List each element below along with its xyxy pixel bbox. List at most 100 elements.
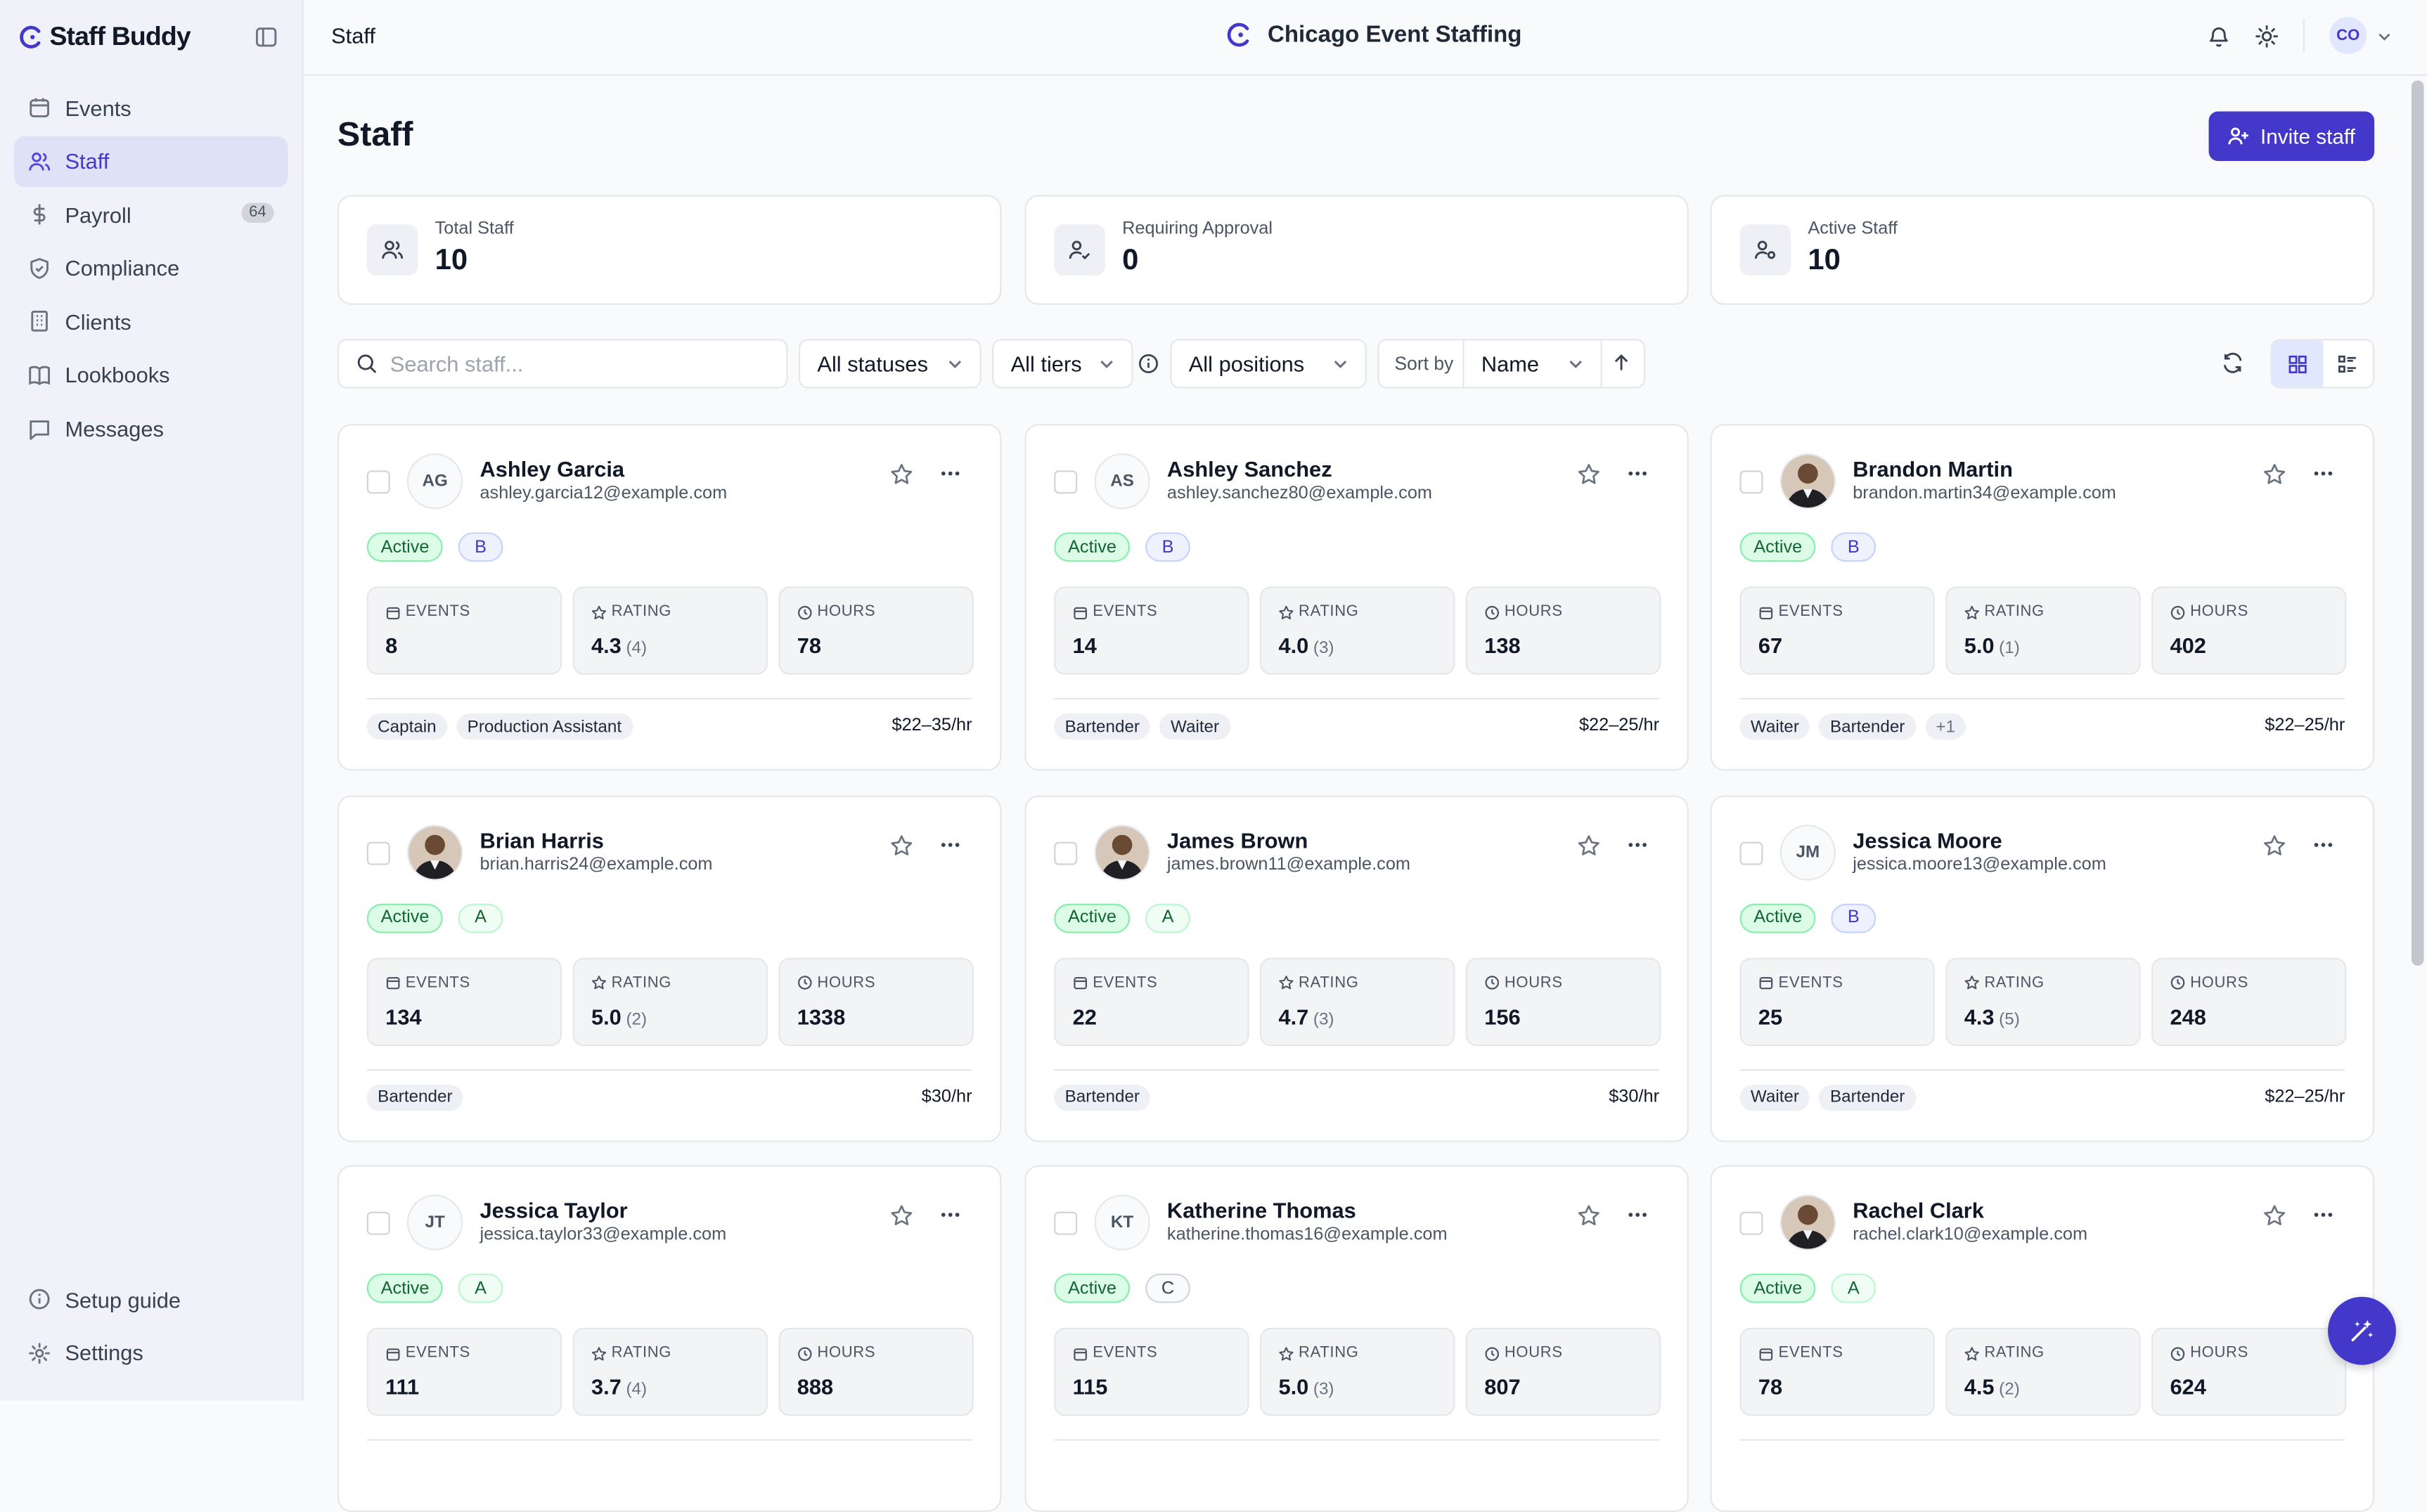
brand-logo[interactable]: Staff Buddy (18, 18, 191, 56)
avatar[interactable]: KT (1094, 1194, 1150, 1251)
more-options-icon[interactable] (1627, 1204, 1649, 1226)
bell-icon[interactable] (2207, 24, 2230, 47)
select-checkbox[interactable] (1054, 841, 1078, 865)
staff-name[interactable]: Jessica Taylor (479, 1197, 628, 1223)
refresh-icon[interactable] (2221, 351, 2244, 375)
favorite-star-icon[interactable] (2263, 1204, 2286, 1227)
avatar[interactable]: JT (406, 1194, 463, 1251)
more-options-icon[interactable] (2312, 463, 2334, 484)
metric-label-text: EVENTS (1093, 974, 1158, 992)
sidebar-item-payroll[interactable]: Payroll 64 (14, 189, 288, 240)
avatar[interactable]: AG (406, 453, 463, 510)
position-tag: Bartender (1054, 1084, 1151, 1111)
tier-filter-select[interactable]: All tiers (992, 339, 1133, 389)
hours-metric: HOURS 807 (1465, 1327, 1661, 1416)
more-options-icon[interactable] (1627, 834, 1649, 855)
sidebar-item-lookbooks[interactable]: Lookbooks (14, 349, 288, 401)
staff-name[interactable]: Katherine Thomas (1166, 1197, 1356, 1223)
more-options-icon[interactable] (939, 463, 961, 484)
sidebar-item-events[interactable]: Events (14, 82, 288, 134)
more-options-icon[interactable] (2312, 834, 2334, 855)
search-input[interactable]: Search staff... (337, 339, 788, 389)
select-checkbox[interactable] (1054, 1211, 1078, 1235)
hours-metric-label: HOURS (1484, 974, 1562, 991)
select-checkbox[interactable] (1054, 470, 1078, 494)
sidebar-item-setup-guide[interactable]: Setup guide (14, 1274, 288, 1325)
status-badge: Active (1739, 903, 1817, 933)
staff-name[interactable]: Ashley Garcia (479, 456, 625, 482)
more-options-icon[interactable] (2312, 1204, 2334, 1226)
staff-card[interactable]: Brian Harris brian.harris24@example.com Ac… (337, 794, 1002, 1142)
grid-view-icon[interactable] (2272, 340, 2323, 387)
staff-card[interactable]: AG Ashley Garcia ashley.garcia12@example.c… (337, 424, 1002, 771)
stat-label: Requiring Approval (1122, 219, 1273, 239)
staff-card[interactable]: JM Jessica Moore jessica.moore13@example.c… (1710, 794, 2375, 1142)
assistant-sparkle-button[interactable] (2328, 1296, 2396, 1365)
list-view-icon[interactable] (2322, 340, 2373, 387)
favorite-star-icon[interactable] (2263, 463, 2286, 486)
sidebar-toggle-icon[interactable] (252, 23, 281, 51)
favorite-star-icon[interactable] (2263, 834, 2286, 857)
staff-card[interactable]: KT Katherine Thomas katherine.thomas16@exa… (1024, 1165, 1689, 1512)
staff-card[interactable]: Rachel Clark rachel.clark10@example.com Ac… (1710, 1165, 2375, 1512)
invite-staff-button[interactable]: Invite staff (2208, 111, 2375, 161)
select-checkbox[interactable] (366, 841, 390, 865)
sidebar-item-settings[interactable]: Settings (14, 1327, 288, 1378)
staff-email: ashley.sanchez80@example.com (1166, 484, 1433, 503)
sort-field-select[interactable]: Name (1464, 340, 1601, 387)
more-options-icon[interactable] (939, 1204, 961, 1226)
metric-label-text: HOURS (1504, 603, 1563, 621)
favorite-star-icon[interactable] (1577, 1204, 1600, 1227)
hours-value: 624 (2170, 1374, 2206, 1400)
staff-name[interactable]: James Brown (1166, 827, 1308, 852)
stat-value: 10 (1808, 244, 1841, 278)
sidebar-item-compliance[interactable]: Compliance (14, 243, 288, 294)
org-switcher[interactable]: Chicago Event Staffing (1226, 22, 1521, 48)
select-checkbox[interactable] (1739, 1211, 1763, 1235)
user-menu[interactable]: CO (2329, 17, 2393, 55)
staff-name[interactable]: Brandon Martin (1853, 456, 2013, 482)
select-checkbox[interactable] (366, 1211, 390, 1235)
favorite-star-icon[interactable] (1577, 834, 1600, 857)
select-checkbox[interactable] (1739, 470, 1763, 494)
select-checkbox[interactable] (1739, 841, 1763, 865)
rating-metric-label: RATING (1278, 974, 1358, 991)
sort-ascending-icon[interactable] (1611, 353, 1632, 373)
more-options-icon[interactable] (939, 834, 961, 855)
status-filter-select[interactable]: All statuses (798, 339, 981, 389)
status-badge: Active (1739, 532, 1817, 562)
calendar-icon (28, 96, 51, 119)
avatar[interactable] (406, 824, 463, 880)
staff-name[interactable]: Rachel Clark (1853, 1197, 1984, 1223)
page-scrollbar[interactable] (2411, 80, 2424, 966)
favorite-star-icon[interactable] (890, 1204, 913, 1227)
tier-badge: C (1145, 1273, 1190, 1303)
star-icon (1964, 605, 1980, 620)
staff-card[interactable]: Brandon Martin brandon.martin34@example.c… (1710, 424, 2375, 771)
favorite-star-icon[interactable] (890, 463, 913, 486)
events-metric: EVENTS 25 (1739, 957, 1935, 1046)
avatar[interactable] (1779, 453, 1836, 510)
sidebar-item-staff[interactable]: Staff (13, 135, 288, 187)
avatar[interactable]: JM (1779, 824, 1836, 880)
status-badge: Active (1054, 1273, 1131, 1303)
staff-name[interactable]: Ashley Sanchez (1166, 456, 1332, 482)
staff-name[interactable]: Brian Harris (479, 827, 604, 852)
position-filter-select[interactable]: All positions (1170, 339, 1367, 389)
sidebar-item-messages[interactable]: Messages (14, 403, 288, 455)
avatar[interactable] (1094, 824, 1150, 880)
star-icon (1278, 1345, 1294, 1361)
select-checkbox[interactable] (366, 470, 390, 494)
more-options-icon[interactable] (1627, 463, 1649, 484)
avatar[interactable]: AS (1094, 453, 1150, 510)
theme-sun-icon[interactable] (2255, 24, 2279, 47)
staff-card[interactable]: JT Jessica Taylor jessica.taylor33@example… (337, 1165, 1002, 1512)
favorite-star-icon[interactable] (890, 834, 913, 857)
staff-name[interactable]: Jessica Moore (1853, 827, 2002, 852)
sidebar-item-clients[interactable]: Clients (14, 296, 288, 347)
staff-card[interactable]: James Brown james.brown11@example.com Acti… (1024, 794, 1689, 1142)
staff-card[interactable]: AS Ashley Sanchez ashley.sanchez80@example… (1024, 424, 1689, 771)
avatar[interactable] (1779, 1194, 1836, 1251)
info-icon[interactable] (1138, 353, 1159, 375)
favorite-star-icon[interactable] (1577, 463, 1600, 486)
